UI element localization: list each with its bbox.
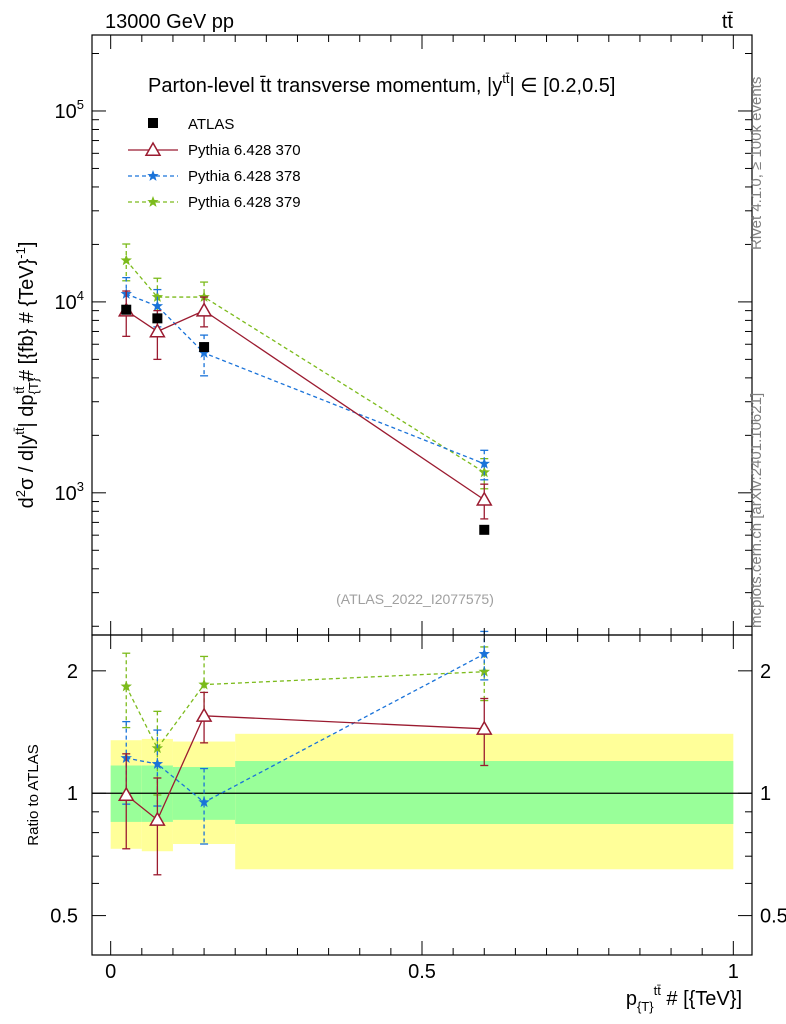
atlas-data-point: [121, 304, 132, 315]
ratio-point: [151, 757, 164, 769]
legend-label-atlas: ATLAS: [188, 116, 234, 133]
ratio-point: [117, 786, 135, 801]
ratio-point: [475, 720, 493, 735]
data-point: [149, 322, 166, 338]
data-point: [195, 302, 213, 317]
ratio-point: [198, 796, 210, 808]
legend-label-pythia-6-428-379: Pythia 6.428 379: [188, 194, 301, 211]
y-tick-label: 105: [55, 97, 84, 123]
series-line: [126, 293, 485, 465]
data-point: [198, 346, 210, 358]
x-tick-label: 0.5: [408, 961, 436, 983]
legend-label-pythia-6-428-378: Pythia 6.428 378: [188, 168, 301, 185]
legend-marker-pythia-6-428-370: [144, 141, 162, 156]
ratio-tick-label-left: 1: [67, 783, 78, 805]
legend-marker-pythia-6-428-379: [147, 196, 159, 207]
data-point: [120, 254, 132, 266]
ratio-point: [195, 707, 213, 722]
legend-marker-atlas: [148, 118, 158, 128]
stat-uncertainty-band: [235, 761, 734, 825]
atlas-data-point: [479, 524, 490, 535]
ratio-axis-label: Ratio to ATLAS: [25, 744, 42, 845]
axis-ticks: 103 104 105 0.5 0.5 1 1 2 2 0 0.5 1: [50, 35, 786, 983]
y-tick-label: 104: [55, 288, 84, 314]
analysis-id: (ATLAS_2022_I2077575): [336, 591, 494, 607]
x-tick-label: 1: [728, 961, 739, 983]
ratio-tick-label-right: 0.5: [760, 906, 786, 928]
y-axis-label: d2σ / d|ytt̄| dp{T}tt̄ # [{fb} # {TeV}-1…: [12, 242, 41, 509]
series-line: [125, 259, 485, 473]
data-point: [151, 291, 164, 302]
ratio-line: [125, 715, 485, 821]
ratio-tick-label-left: 0.5: [50, 906, 78, 928]
process-label: tt̄: [722, 11, 734, 33]
atlas-data-point: [152, 313, 163, 324]
energy-label: 13000 GeV pp: [105, 11, 234, 33]
y-tick-label: 103: [55, 479, 84, 505]
legend-label-pythia-6-428-370: Pythia 6.428 370: [188, 142, 301, 159]
legend: ATLAS Pythia 6.428 370 Pythia 6.428 378 Py…: [128, 116, 301, 211]
ratio-tick-label-right: 2: [760, 661, 771, 683]
ratio-point: [149, 811, 166, 826]
chart-title: Parton-level t̄t transverse momentum, |y…: [148, 71, 615, 97]
atlas-data-point: [199, 342, 210, 353]
mcplots-source-label: mcplots.cern.ch [arXiv:2401.10621]: [748, 393, 765, 628]
series-line: [125, 309, 485, 501]
legend-marker-pythia-6-428-378: [147, 170, 159, 181]
atlas-data-layer: [121, 304, 490, 535]
data-point: [478, 457, 490, 469]
x-tick-label: 0: [105, 961, 116, 983]
ratio-point: [120, 680, 132, 692]
ratio-point: [478, 648, 490, 659]
ratio-tick-label-left: 2: [67, 661, 78, 683]
ratio-point: [478, 665, 490, 677]
ratio-point: [198, 678, 210, 690]
rivet-version-label: Rivet 4.1.0, ≥ 100k events: [748, 77, 765, 250]
x-axis-label: p{T}tt̄ # [{TeV}]: [626, 983, 742, 1014]
series-pythia-6-428-379: [120, 243, 490, 796]
ratio-tick-label-right: 1: [760, 783, 771, 805]
ratio-line: [125, 671, 485, 750]
data-point: [475, 491, 493, 506]
ratio-line: [126, 653, 485, 804]
data-point: [151, 300, 164, 311]
